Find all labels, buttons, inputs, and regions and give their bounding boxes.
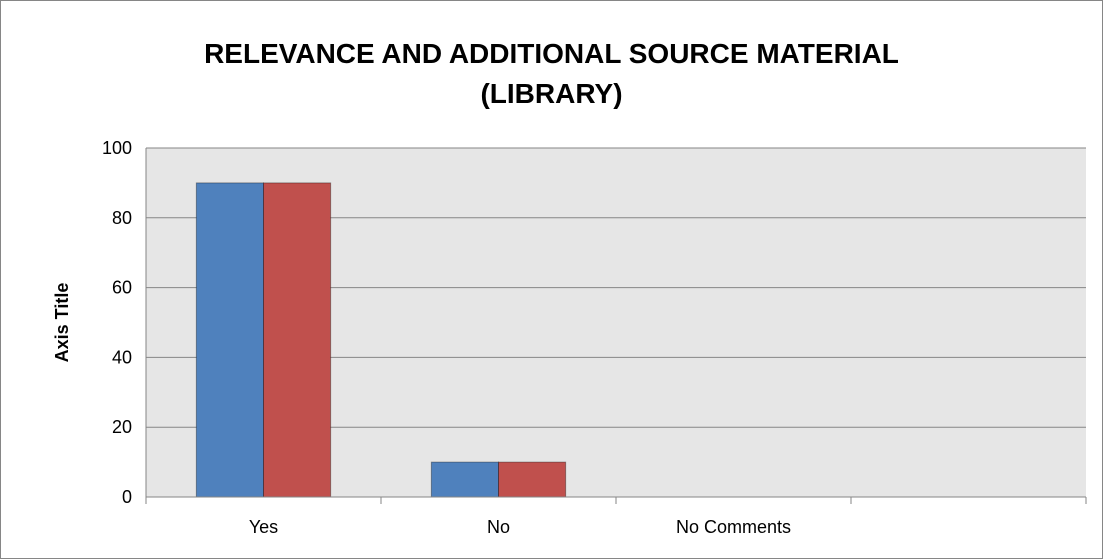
y-tick-label-0: 0 — [122, 487, 132, 507]
tick-labels: 0 20 40 60 80 100 Yes No No Comments — [102, 138, 791, 537]
bar-series2-yes — [263, 182, 332, 498]
x-tick-label-no-comments: No Comments — [676, 517, 791, 537]
y-tick-label-60: 60 — [112, 278, 132, 298]
chart-title-line-1: RELEVANCE AND ADDITIONAL SOURCE MATERIAL — [204, 38, 899, 69]
chart-title-line-2: (LIBRARY) — [480, 78, 623, 109]
y-tick-label-40: 40 — [112, 347, 132, 367]
x-tick-label-no: No — [487, 517, 510, 537]
bar-series1-no — [430, 461, 500, 498]
bar-series1-yes — [195, 182, 265, 498]
y-tick-label-20: 20 — [112, 417, 132, 437]
bars — [195, 182, 567, 498]
x-tick-label-yes: Yes — [249, 517, 278, 537]
bar-series2-no — [498, 461, 567, 498]
y-tick-label-80: 80 — [112, 208, 132, 228]
y-axis-label: Axis Title — [52, 283, 72, 363]
chart-title: RELEVANCE AND ADDITIONAL SOURCE MATERIAL… — [0, 34, 1103, 114]
axes — [145, 148, 1087, 504]
y-tick-label-100: 100 — [102, 138, 132, 158]
